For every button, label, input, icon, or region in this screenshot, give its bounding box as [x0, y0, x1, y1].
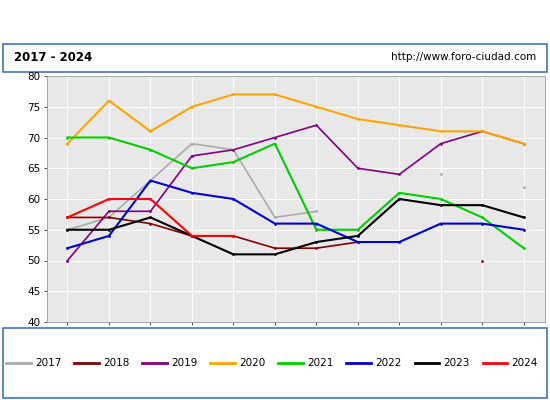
Text: 2021: 2021	[307, 358, 334, 368]
Text: 2024: 2024	[512, 358, 538, 368]
Text: 2022: 2022	[375, 358, 402, 368]
Text: Evolucion del paro registrado en Garlitos: Evolucion del paro registrado en Garlito…	[111, 14, 439, 28]
Text: 2020: 2020	[239, 358, 266, 368]
Text: 2017: 2017	[35, 358, 62, 368]
Text: 2017 - 2024: 2017 - 2024	[14, 51, 92, 64]
Text: 2019: 2019	[171, 358, 197, 368]
Text: 2018: 2018	[103, 358, 129, 368]
Text: http://www.foro-ciudad.com: http://www.foro-ciudad.com	[391, 52, 536, 62]
Text: 2023: 2023	[443, 358, 470, 368]
